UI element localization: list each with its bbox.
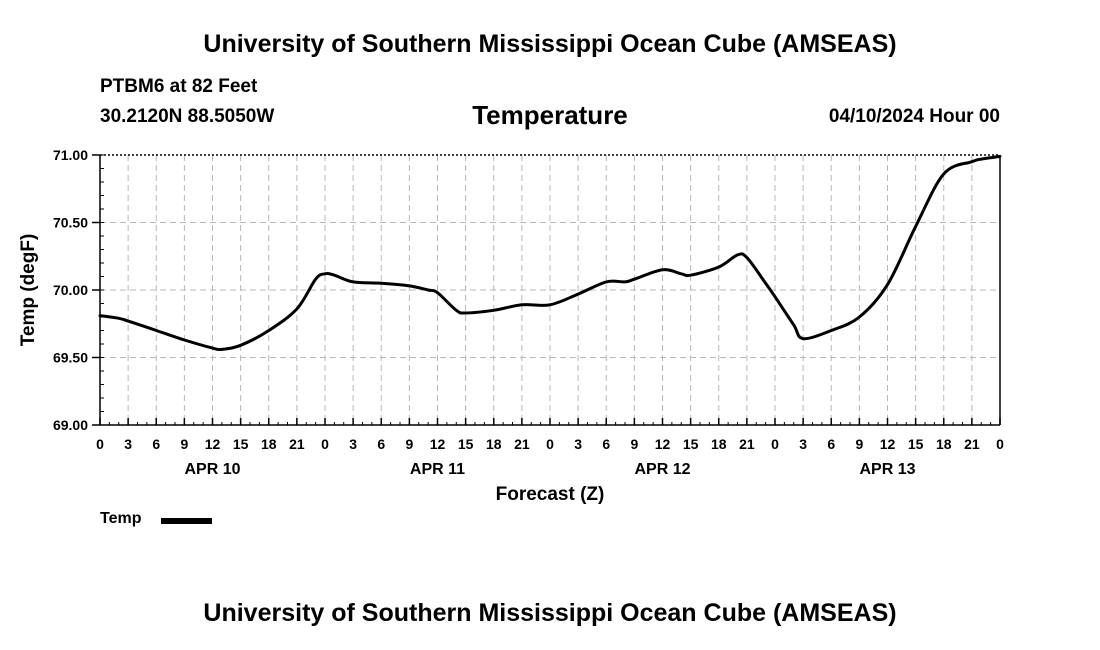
x-tick-label: 12	[880, 436, 896, 452]
x-tick-label: 9	[405, 436, 413, 452]
x-tick-label: 9	[855, 436, 863, 452]
x-tick-label: 9	[630, 436, 638, 452]
y-tick-label: 69.00	[53, 417, 88, 433]
x-tick-label: 21	[739, 436, 755, 452]
x-tick-label: 6	[827, 436, 835, 452]
x-tick-label: 6	[602, 436, 610, 452]
y-tick-label: 71.00	[53, 147, 88, 163]
x-tick-label: 18	[261, 436, 277, 452]
x-tick-label: 18	[486, 436, 502, 452]
page-title: University of Southern Mississippi Ocean…	[203, 30, 897, 58]
x-tick-label: 3	[349, 436, 357, 452]
legend-swatch	[161, 518, 212, 524]
x-tick-label: 6	[152, 436, 160, 452]
footer-title: University of Southern Mississippi Ocean…	[203, 599, 897, 627]
station-coordinates: 30.2120N 88.5050W	[100, 106, 275, 127]
x-tick-label: 0	[996, 436, 1004, 452]
day-label: APR 11	[410, 461, 465, 478]
station-label: PTBM6 at 82 Feet	[100, 76, 258, 97]
x-tick-label: 3	[574, 436, 582, 452]
x-tick-label: 21	[964, 436, 980, 452]
x-tick-label: 0	[771, 436, 779, 452]
x-axis-title: Forecast (Z)	[496, 484, 605, 505]
x-tick-label: 12	[655, 436, 671, 452]
x-tick-label: 15	[458, 436, 474, 452]
day-label: APR 10	[184, 461, 240, 478]
x-tick-label: 15	[908, 436, 924, 452]
x-tick-label: 21	[514, 436, 530, 452]
forecast-run-time: 04/10/2024 Hour 00	[828, 106, 1000, 127]
x-tick-label: 0	[96, 436, 104, 452]
y-tick-label: 70.50	[53, 215, 88, 231]
x-tick-label: 12	[205, 436, 221, 452]
x-tick-label: 3	[124, 436, 132, 452]
y-axis-title: Temp (degF)	[18, 234, 39, 347]
x-tick-label: 15	[683, 436, 699, 452]
x-tick-label: 12	[430, 436, 446, 452]
temp-series-line	[98, 154, 1002, 352]
x-tick-label: 0	[546, 436, 554, 452]
y-tick-label: 70.00	[53, 282, 88, 298]
day-label: APR 12	[634, 461, 690, 478]
x-tick-label: 18	[936, 436, 952, 452]
y-tick-label: 69.50	[53, 350, 88, 366]
x-tick-label: 9	[180, 436, 188, 452]
x-tick-label: 0	[321, 436, 329, 452]
x-tick-label: 18	[711, 436, 727, 452]
legend-label: Temp	[100, 510, 142, 527]
x-tick-label: 6	[377, 436, 385, 452]
chart-title: Temperature	[472, 100, 628, 130]
day-label: APR 13	[859, 461, 915, 478]
x-tick-label: 21	[289, 436, 305, 452]
x-tick-label: 3	[799, 436, 807, 452]
x-tick-label: 15	[233, 436, 249, 452]
